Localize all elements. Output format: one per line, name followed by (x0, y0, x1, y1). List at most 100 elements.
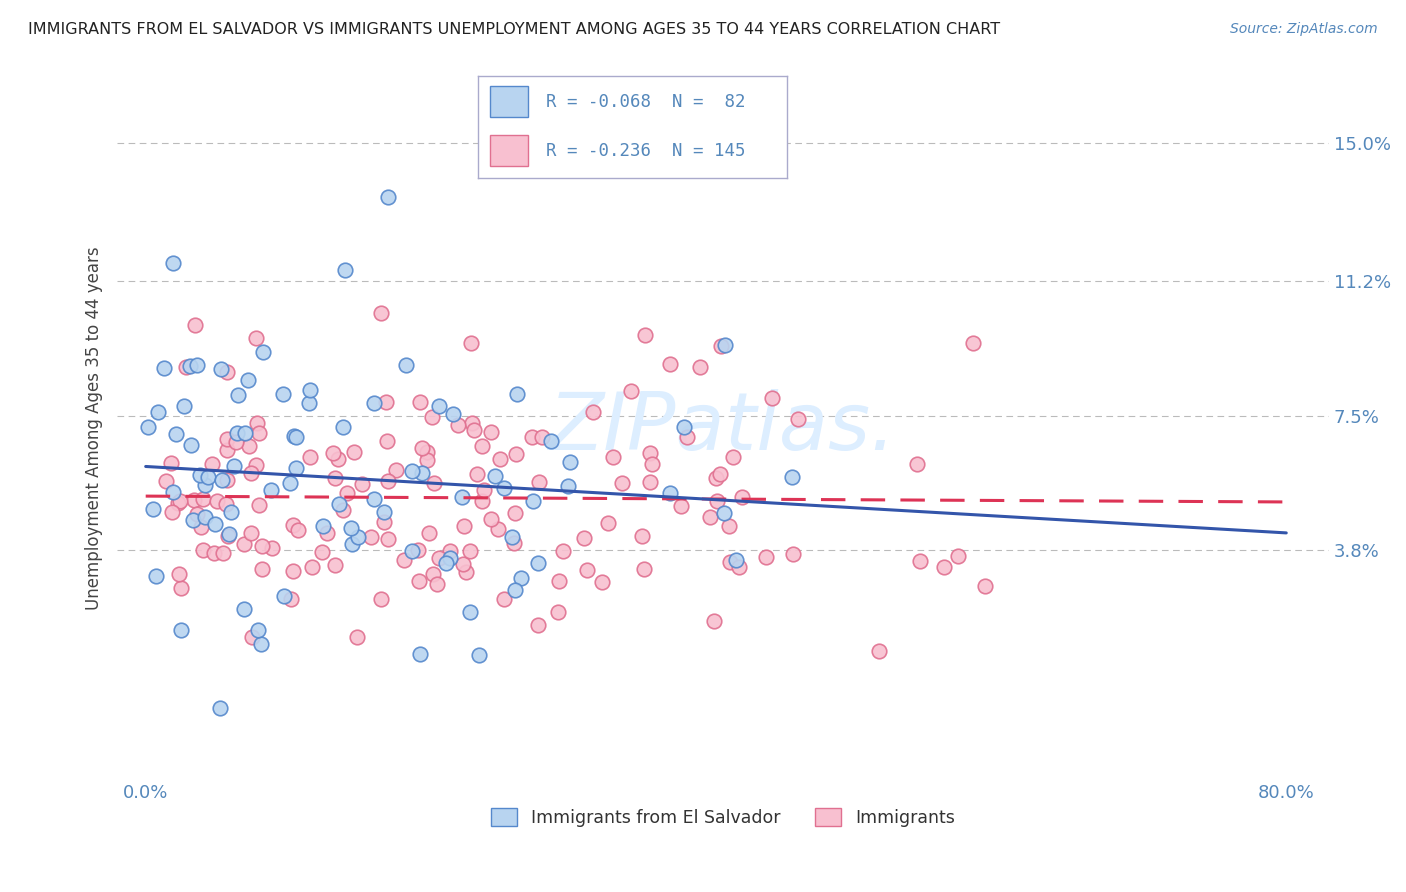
Point (224, 458, 246, 473)
Point (520, 430, 543, 444)
Point (250, 637, 273, 651)
Point (672, 419, 695, 434)
Point (160, 505, 183, 519)
Point (721, 450, 744, 465)
Point (786, 412, 808, 426)
Point (575, 563, 598, 577)
Point (631, 529, 654, 543)
Point (724, 553, 747, 567)
Point (336, 485, 359, 500)
Point (247, 624, 270, 638)
Point (676, 430, 699, 444)
Point (710, 338, 733, 352)
Point (409, 647, 432, 661)
Point (502, 536, 524, 550)
Point (193, 543, 215, 558)
Point (315, 525, 337, 540)
Point (471, 439, 494, 453)
Point (340, 521, 363, 535)
Point (727, 559, 749, 574)
Point (439, 544, 461, 558)
Point (427, 551, 450, 566)
Point (240, 630, 263, 644)
Point (422, 566, 444, 581)
Point (217, 442, 239, 457)
Point (326, 452, 349, 467)
Point (281, 564, 304, 578)
Point (145, 569, 167, 583)
Point (641, 457, 664, 471)
Point (460, 336, 482, 351)
Point (236, 373, 259, 387)
Point (439, 551, 461, 566)
Text: ZIPatlas.: ZIPatlas. (550, 389, 897, 467)
Point (347, 531, 370, 545)
Point (233, 426, 256, 441)
Point (868, 644, 890, 658)
Point (162, 484, 184, 499)
Point (501, 530, 523, 544)
Point (209, 361, 232, 376)
Point (298, 396, 321, 410)
Point (948, 549, 970, 564)
Point (322, 446, 344, 460)
Point (311, 544, 333, 558)
Point (582, 405, 605, 419)
Point (247, 425, 270, 440)
Point (373, 515, 395, 529)
Point (284, 461, 307, 475)
Point (142, 502, 165, 516)
Point (259, 483, 281, 498)
Point (709, 467, 731, 481)
Point (479, 425, 502, 440)
Text: Source: ZipAtlas.com: Source: ZipAtlas.com (1230, 22, 1378, 37)
Point (406, 542, 429, 557)
Point (211, 473, 233, 487)
Point (395, 358, 418, 372)
Point (165, 427, 187, 442)
Point (596, 516, 619, 530)
Point (731, 490, 754, 504)
Legend: Immigrants from El Salvador, Immigrants: Immigrants from El Salvador, Immigrants (484, 801, 962, 834)
Point (194, 509, 217, 524)
Point (162, 255, 184, 269)
Point (239, 526, 262, 541)
Point (287, 524, 309, 538)
Point (634, 328, 657, 343)
Point (176, 359, 198, 374)
Point (441, 407, 464, 421)
Point (312, 519, 335, 533)
Point (238, 439, 260, 453)
Point (540, 434, 562, 449)
Point (360, 530, 382, 544)
Point (332, 503, 354, 517)
Point (252, 344, 274, 359)
Point (204, 516, 226, 531)
Point (447, 417, 470, 432)
Point (180, 438, 202, 452)
Point (780, 470, 803, 484)
Text: R = -0.236  N = 145: R = -0.236 N = 145 (546, 142, 745, 161)
Point (328, 497, 350, 511)
Point (170, 581, 193, 595)
Point (346, 630, 368, 644)
Point (377, 474, 399, 488)
Point (509, 571, 531, 585)
Point (375, 395, 398, 409)
Point (153, 361, 176, 376)
Point (202, 546, 225, 560)
Point (633, 562, 655, 576)
Point (183, 492, 205, 507)
Point (522, 494, 544, 508)
Point (503, 507, 526, 521)
Point (332, 420, 354, 434)
Point (273, 590, 295, 604)
Point (245, 331, 267, 345)
Point (416, 453, 439, 467)
Point (468, 648, 491, 663)
Point (281, 518, 304, 533)
Point (420, 409, 443, 424)
Point (370, 305, 392, 319)
Point (136, 419, 159, 434)
Point (409, 395, 432, 409)
